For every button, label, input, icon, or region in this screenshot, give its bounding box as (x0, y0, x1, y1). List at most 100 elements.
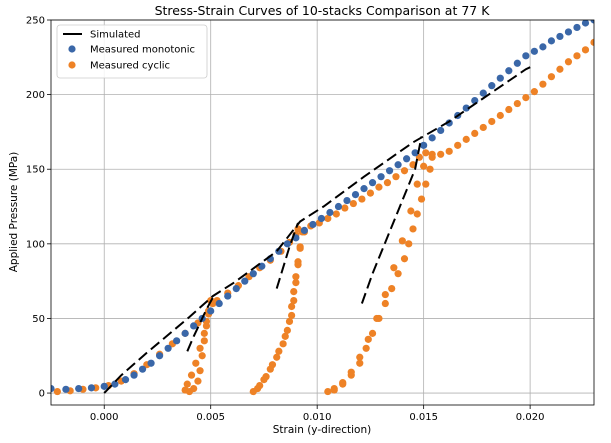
cyclic-point (413, 180, 421, 188)
simulated-line (103, 65, 533, 394)
monotonic-point (522, 52, 530, 60)
legend-simulated-label: Simulated (90, 30, 141, 41)
cyclic-point (200, 337, 208, 345)
y-tick-label: 200 (26, 90, 45, 101)
monotonic-point (51, 384, 55, 393)
monotonic-point (343, 196, 351, 205)
cyclic-point (292, 279, 300, 287)
cyclic-point (196, 367, 204, 375)
cyclic-point (590, 38, 594, 46)
cyclic-point (366, 189, 375, 197)
monotonic-point (505, 67, 513, 75)
cyclic-point (364, 335, 372, 343)
cyclic-point (324, 387, 332, 396)
monotonic-point (181, 329, 189, 337)
monotonic-point (530, 47, 538, 55)
chart-title: Stress-Strain Curves of 10-stacks Compar… (155, 3, 491, 18)
monotonic-point (368, 179, 377, 187)
legend-monotonic-label: Measured monotonic (90, 45, 195, 56)
cyclic-point (522, 93, 530, 102)
cyclic-point (196, 344, 204, 352)
cyclic-point (479, 123, 487, 132)
monotonic-point (317, 214, 326, 223)
cyclic-point (420, 162, 428, 170)
monotonic-point (283, 240, 291, 248)
y-tick-label: 250 (26, 16, 45, 27)
cyclic-point (426, 165, 434, 173)
monotonic-point (190, 322, 198, 330)
cyclic-point (324, 214, 332, 223)
monotonic-point (173, 337, 181, 345)
simulated-line (186, 297, 214, 352)
cyclic-point (422, 149, 430, 157)
cyclic-point (488, 117, 496, 126)
cyclic-point (496, 111, 504, 120)
monotonic-point (249, 270, 257, 278)
cyclic-point (266, 365, 274, 373)
monotonic-point (428, 134, 436, 142)
monotonic-point (420, 141, 428, 149)
monotonic-point (573, 23, 581, 32)
monotonic-point (564, 28, 573, 36)
monotonic-point (121, 376, 130, 384)
cyclic-point (347, 368, 355, 376)
monotonic-point (411, 149, 419, 157)
cyclic-point (383, 179, 392, 187)
cyclic-point (413, 210, 421, 218)
cyclic-point (381, 299, 389, 308)
cyclic-point (445, 147, 453, 155)
legend-cyclic-swatch (68, 61, 76, 69)
cyclic-point (505, 105, 513, 114)
monotonic-point (462, 104, 470, 112)
cyclic-point (356, 359, 364, 367)
monotonic-point (156, 352, 164, 360)
x-tick-label: 0.015 (409, 412, 438, 423)
cyclic-point (260, 376, 268, 384)
monotonic-point (300, 226, 308, 235)
monotonic-point (360, 185, 368, 193)
cyclic-point (294, 261, 302, 269)
monotonic-point (539, 43, 547, 51)
cyclic-point (409, 225, 417, 233)
monotonic-point (437, 126, 445, 135)
cyclic-point (275, 347, 283, 355)
x-tick-label: 0.020 (516, 412, 545, 423)
cyclic-point (581, 46, 590, 54)
cyclic-point (381, 290, 389, 299)
monotonic-point (224, 292, 232, 300)
monotonic-point (496, 74, 504, 82)
cyclic-point (290, 287, 298, 296)
axes-frame (50, 19, 595, 406)
cyclic-point (183, 380, 191, 388)
monotonic-point (403, 155, 411, 163)
axis-ticks: 0.000 0.005 0.010 0.015 0.020 0 50 100 150 200 250 (26, 16, 545, 424)
cyclic-point (358, 195, 366, 203)
y-tick-label: 100 (26, 239, 45, 250)
simulated-line (275, 222, 299, 289)
monotonic-point (590, 20, 594, 24)
legend-monotonic-swatch (68, 45, 76, 53)
cyclic-point (198, 352, 206, 360)
plot-area (51, 20, 594, 396)
monotonic-point (111, 380, 119, 388)
cyclic-point (400, 167, 409, 175)
monotonic-point (445, 119, 453, 127)
cyclic-point (288, 302, 296, 311)
y-axis-label: Applied Pressure (MPa) (8, 152, 20, 273)
monotonic-point (232, 285, 240, 293)
cyclic-point (339, 379, 347, 387)
cyclic-point (422, 180, 430, 188)
monotonic-point (377, 173, 385, 181)
cyclic-point (200, 329, 208, 337)
cyclic-point (362, 344, 370, 352)
cyclic-point (398, 237, 406, 245)
cyclic-point (462, 135, 470, 143)
cyclic-point (283, 326, 291, 334)
cyclic-point (53, 387, 61, 396)
cyclic-point (405, 240, 413, 248)
cyclic-point (192, 359, 200, 367)
cyclic-point (273, 353, 281, 361)
cyclic-point (400, 255, 409, 263)
cyclic-point (530, 88, 538, 96)
